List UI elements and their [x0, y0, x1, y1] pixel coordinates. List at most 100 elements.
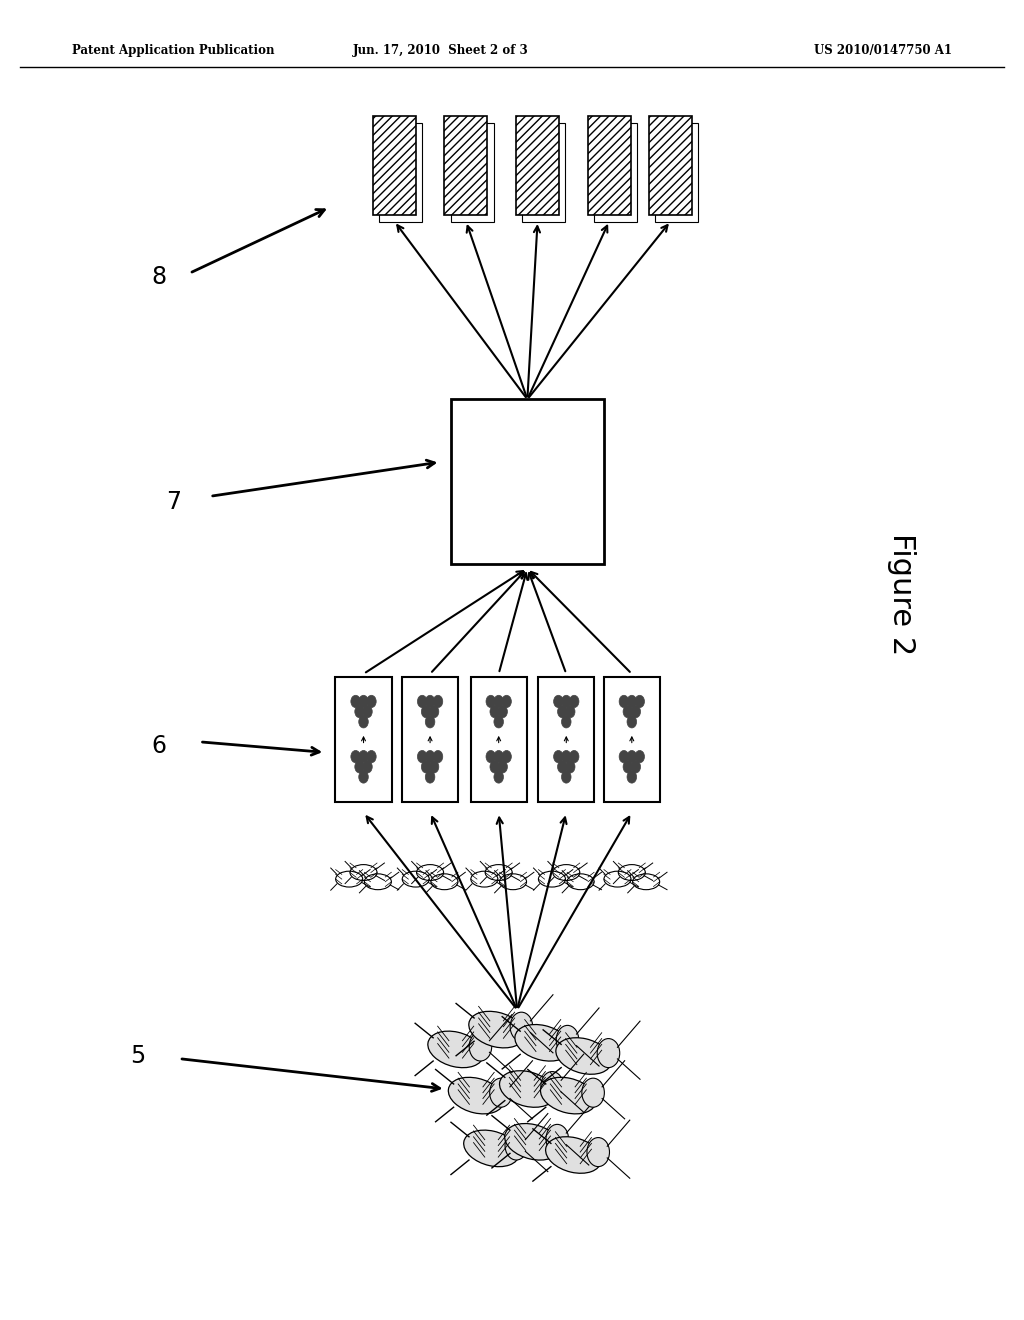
Bar	[451, 399, 604, 565]
Circle shape	[635, 751, 644, 763]
Circle shape	[627, 696, 637, 708]
Circle shape	[597, 1039, 620, 1068]
Circle shape	[421, 760, 431, 774]
Bar	[401, 676, 458, 801]
Bar	[588, 116, 631, 214]
Ellipse shape	[469, 1011, 524, 1048]
Circle shape	[425, 771, 435, 783]
Circle shape	[557, 705, 567, 718]
Text: 8: 8	[152, 265, 166, 289]
Circle shape	[494, 771, 504, 783]
Ellipse shape	[546, 1137, 601, 1173]
Ellipse shape	[556, 1038, 611, 1074]
Circle shape	[510, 1012, 532, 1041]
Circle shape	[489, 1078, 512, 1107]
Circle shape	[367, 696, 376, 708]
Bar	[379, 124, 422, 223]
Circle shape	[358, 696, 369, 708]
Bar	[335, 676, 391, 801]
Circle shape	[620, 751, 629, 763]
Text: Patent Application Publication: Patent Application Publication	[72, 44, 274, 57]
Circle shape	[362, 705, 373, 718]
Circle shape	[358, 751, 369, 763]
Circle shape	[489, 705, 500, 718]
Circle shape	[569, 696, 579, 708]
Circle shape	[554, 751, 563, 763]
Circle shape	[425, 751, 435, 763]
Circle shape	[362, 760, 373, 774]
Circle shape	[494, 751, 504, 763]
Text: 7: 7	[167, 490, 181, 513]
Bar	[594, 124, 637, 223]
Ellipse shape	[541, 1077, 596, 1114]
Bar	[649, 116, 692, 214]
Text: Figure 2: Figure 2	[887, 533, 915, 655]
Circle shape	[418, 751, 427, 763]
Circle shape	[569, 751, 579, 763]
Bar	[444, 116, 487, 214]
Ellipse shape	[505, 1123, 560, 1160]
Circle shape	[425, 696, 435, 708]
Circle shape	[635, 696, 644, 708]
Circle shape	[505, 1131, 527, 1160]
Circle shape	[627, 751, 637, 763]
Bar	[522, 124, 565, 223]
Text: US 2010/0147750 A1: US 2010/0147750 A1	[814, 44, 952, 57]
Circle shape	[429, 760, 439, 774]
Circle shape	[486, 696, 496, 708]
Circle shape	[354, 705, 365, 718]
Circle shape	[541, 1072, 563, 1101]
Bar	[470, 676, 526, 801]
Circle shape	[554, 696, 563, 708]
Circle shape	[351, 751, 360, 763]
Circle shape	[623, 705, 633, 718]
Ellipse shape	[500, 1071, 555, 1107]
Circle shape	[354, 760, 365, 774]
Circle shape	[351, 696, 360, 708]
Circle shape	[561, 771, 571, 783]
Circle shape	[469, 1032, 492, 1061]
Circle shape	[502, 696, 511, 708]
Circle shape	[358, 715, 369, 727]
Circle shape	[421, 705, 431, 718]
Circle shape	[631, 705, 641, 718]
Circle shape	[627, 771, 637, 783]
Circle shape	[433, 751, 442, 763]
Circle shape	[582, 1078, 604, 1107]
Circle shape	[623, 760, 633, 774]
Circle shape	[367, 751, 376, 763]
Circle shape	[418, 696, 427, 708]
Circle shape	[433, 696, 442, 708]
Circle shape	[498, 760, 508, 774]
Circle shape	[631, 760, 641, 774]
Circle shape	[425, 715, 435, 727]
Circle shape	[556, 1026, 579, 1055]
Circle shape	[557, 760, 567, 774]
Circle shape	[429, 705, 439, 718]
Circle shape	[494, 696, 504, 708]
Bar	[655, 124, 698, 223]
Circle shape	[561, 751, 571, 763]
Bar	[373, 116, 416, 214]
Text: Jun. 17, 2010  Sheet 2 of 3: Jun. 17, 2010 Sheet 2 of 3	[352, 44, 528, 57]
Circle shape	[561, 696, 571, 708]
Bar	[516, 116, 559, 214]
Circle shape	[565, 760, 575, 774]
Bar	[539, 676, 595, 801]
Ellipse shape	[428, 1031, 483, 1068]
Text: 5: 5	[131, 1044, 145, 1068]
Circle shape	[486, 751, 496, 763]
Circle shape	[489, 760, 500, 774]
Circle shape	[498, 705, 508, 718]
Circle shape	[620, 696, 629, 708]
Circle shape	[587, 1138, 609, 1167]
Bar	[604, 676, 660, 801]
Ellipse shape	[464, 1130, 519, 1167]
Circle shape	[358, 771, 369, 783]
Circle shape	[502, 751, 511, 763]
Circle shape	[561, 715, 571, 727]
Circle shape	[627, 715, 637, 727]
Bar	[451, 124, 494, 223]
Text: 6: 6	[152, 734, 166, 758]
Circle shape	[565, 705, 575, 718]
